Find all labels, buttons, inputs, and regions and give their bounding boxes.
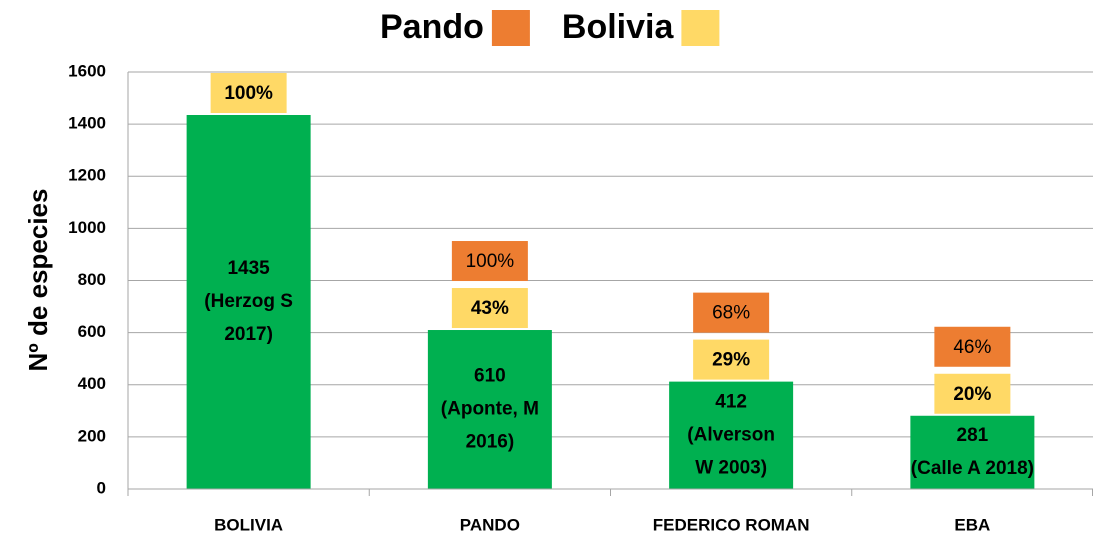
y-axis-label: Nº de especies [23,189,53,372]
y-tick-label: 1400 [68,114,106,133]
y-tick-label: 1600 [68,61,106,80]
percent-label: 68% [712,303,750,324]
bar-note: (Herzog S [204,291,293,312]
bar-value-label: 281 [957,425,989,446]
x-tick-label: PANDO [460,515,520,534]
bar [427,330,552,489]
x-tick-label: FEDERICO ROMAN [653,515,810,534]
percent-label: 43% [471,298,509,319]
percent-label: 46% [953,337,991,358]
y-tick-label: 1200 [68,166,106,185]
percent-box [451,241,528,282]
percent-label: 100% [466,251,515,272]
y-tick-label: 1000 [68,218,106,237]
y-tick-label: 0 [97,478,106,497]
legend-swatch [491,10,530,46]
percent-label: 100% [224,83,273,104]
bar-note: W 2003) [695,457,767,478]
percent-box [210,73,287,114]
percent-box [934,326,1011,367]
bar [910,415,1035,489]
percent-box [693,292,770,333]
y-tick-label: 600 [78,322,106,341]
percent-label: 20% [953,384,991,405]
x-tick-label: EBA [954,515,990,534]
legend-label: Pando [380,8,484,46]
bar-value-label: 1435 [227,258,270,279]
percent-label: 29% [712,350,750,371]
percent-box [451,288,528,329]
percent-box [693,339,770,380]
legend-label: Bolivia [562,8,675,46]
bar [186,115,311,490]
y-tick-label: 400 [78,374,106,393]
y-tick-label: 200 [78,426,106,445]
x-tick-label: BOLIVIA [214,515,283,534]
bar-note: (Aponte, M [441,399,539,420]
bar-value-label: 412 [715,391,747,412]
bar-value-label: 610 [474,366,506,387]
bar [669,381,794,489]
bar-note: 2016) [466,432,515,453]
bar-note: 2017) [224,324,273,345]
bar-note: (Calle A 2018) [911,458,1034,479]
y-tick-label: 800 [78,270,106,289]
bar-note: (Alverson [687,424,775,445]
legend-swatch [681,10,720,46]
percent-box [934,373,1011,414]
